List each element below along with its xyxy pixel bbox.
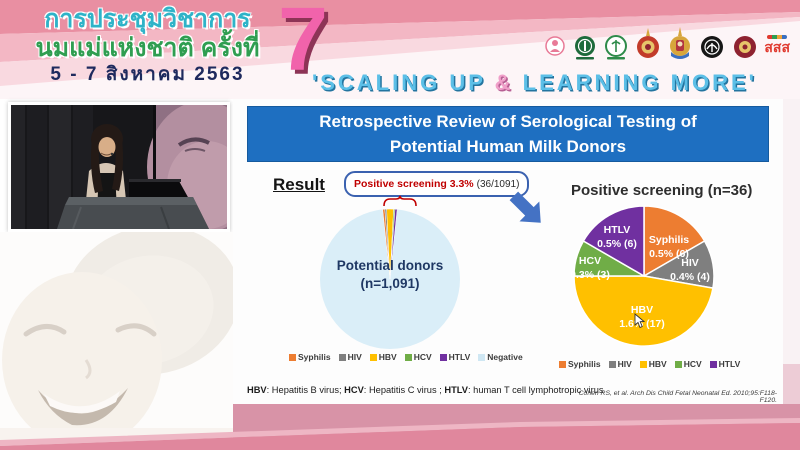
- royal-thai-emblem: [634, 28, 662, 61]
- pie-slice-htlv: [389, 208, 398, 280]
- slice-value-hiv: 0.4% (4): [670, 271, 710, 283]
- legend-item-syphilis: Syphilis: [289, 352, 331, 362]
- frame-strip-pink: [783, 364, 800, 405]
- slide-title-line2: Potential Human Milk Donors: [389, 137, 627, 156]
- presenter-scene: [11, 101, 259, 233]
- slice-label-hiv: HIV: [681, 257, 699, 269]
- legend-label: Syphilis: [568, 359, 601, 369]
- conference-title-line2: นมแม่แห่งชาติ ครั้งที่: [35, 34, 260, 63]
- sss-logo-text: สสส: [764, 38, 790, 55]
- donors-pie-label-line2: (n=1,091): [361, 276, 420, 291]
- presenter-video-feed: [8, 101, 259, 233]
- edition-number: 7: [278, 0, 329, 90]
- legend-label: HCV: [683, 359, 702, 369]
- positive-pie-title: Positive screening (n=36): [571, 182, 753, 199]
- callout-fraction: (36/1091): [476, 178, 520, 190]
- legend-label: HBV: [378, 352, 397, 362]
- bottom-pink-bar: [0, 404, 800, 450]
- thai-health-sss-logo: สสส: [764, 34, 790, 55]
- pie-slice-htlv: [582, 205, 645, 278]
- slide: Retrospective Review of Serological Test…: [233, 99, 783, 405]
- flow-arrow-icon: [509, 191, 541, 223]
- legend-label: HBV: [648, 359, 667, 369]
- callout-brace-icon: [383, 195, 417, 207]
- footnote-def: : Hepatitis B virus;: [266, 385, 345, 395]
- slogan-ampersand: &: [494, 70, 514, 95]
- positive-screening-callout: Positive screening 3.3% (36/1091): [344, 171, 530, 197]
- slice-label-syphilis: Syphilis: [649, 234, 689, 246]
- legend-item-negative: Negative: [478, 352, 523, 362]
- footnote-abbr: HBV: [247, 385, 267, 395]
- slice-value-htlv: 0.5% (6): [597, 238, 637, 250]
- legend-item-htlv: HTLV: [439, 352, 471, 362]
- legend-item-hcv: HCV: [674, 359, 702, 369]
- slice-label-hcv: HCV: [579, 255, 601, 267]
- banner-background: [0, 0, 800, 99]
- legend-label: HIV: [347, 352, 362, 362]
- legend-item-htlv: HTLV: [709, 359, 741, 369]
- footnote-abbr: HTLV: [444, 385, 468, 395]
- footnote-def: : human T cell lymphotropic virus: [467, 385, 604, 395]
- slide-title-bar: Retrospective Review of Serological Test…: [247, 106, 769, 162]
- legend-label: HIV: [617, 359, 632, 369]
- medical-green-seal: [603, 33, 629, 61]
- legend-item-hbv: HBV: [369, 352, 397, 362]
- legend-label: HTLV: [718, 359, 741, 369]
- legend-item-hcv: HCV: [404, 352, 432, 362]
- sss-logo-figures: [767, 34, 788, 39]
- conference-date: 5 - 7 สิงหาคม 2563: [50, 63, 245, 85]
- legend-label: HTLV: [448, 352, 471, 362]
- slice-value-hcv: 0.3% (3): [571, 269, 610, 281]
- conference-title-line1: การประชุมวิชาการ: [44, 5, 251, 33]
- slide-title-line1: Retrospective Review of Serological Test…: [319, 111, 697, 131]
- royal-college-emblem: [667, 27, 693, 61]
- slice-value-syphilis: 0.5% (6): [649, 248, 689, 260]
- legend-item-hiv: HIV: [608, 359, 632, 369]
- laptop: [129, 179, 189, 199]
- legend-label: HCV: [413, 352, 432, 362]
- abbreviation-footnote: HBV: Hepatitis B virus; HCV: Hepatitis C…: [247, 385, 604, 395]
- conference-banner: การประชุมวิชาการ นมแม่แห่งชาติ ครั้งที่ …: [0, 0, 800, 99]
- positive-pie-chart: Syphilis 0.5% (6) HIV 0.4% (4) HBV 1.6% …: [571, 205, 715, 347]
- slice-label-hbv: HBV: [631, 304, 653, 316]
- nursing-council-seal: [731, 33, 759, 61]
- pie-slice-hbv: [573, 275, 714, 347]
- result-heading: Result: [273, 175, 325, 194]
- mouse-cursor: [634, 313, 646, 329]
- legend-item-hbv: HBV: [639, 359, 667, 369]
- slice-value-hbv: 1.6% (17): [619, 318, 665, 330]
- donors-pie-chart: Potential donors (n=1,091): [320, 208, 460, 349]
- footnote-def: : Hepatitis C virus ;: [363, 385, 445, 395]
- legend-item-hiv: HIV: [338, 352, 362, 362]
- organization-logos: สสส: [543, 27, 790, 61]
- breastfeeding-foundation-logo: [543, 33, 567, 61]
- frame-strip-light: [783, 99, 800, 364]
- background-child-photo: [0, 232, 233, 450]
- donors-pie-label-line1: Potential donors: [337, 258, 444, 273]
- donors-legend: Syphilis HIV HBV HCV HTLV Negative: [289, 352, 523, 362]
- legend-label: Negative: [487, 352, 523, 362]
- conference-slogan: 'SCALING UP & LEARNING MORE': [312, 70, 757, 96]
- positive-legend: Syphilis HIV HBV HCV HTLV: [559, 359, 740, 369]
- slogan-text-right: LEARNING MORE': [513, 70, 757, 95]
- slogan-text-left: 'SCALING UP: [312, 70, 495, 95]
- health-department-green-seal: [572, 33, 598, 61]
- conference-title-thai: การประชุมวิชาการ นมแม่แห่งชาติ ครั้งที่ …: [10, 6, 285, 84]
- footnote-abbr: HCV: [344, 385, 364, 395]
- slice-label-htlv: HTLV: [604, 224, 631, 236]
- pie-slice-syphilis: [643, 205, 706, 278]
- pediatric-society-seal: [698, 33, 726, 61]
- legend-label: Syphilis: [298, 352, 331, 362]
- reference-citation: Cohen RS, et al. Arch Dis Child Fetal Ne…: [578, 390, 777, 404]
- callout-highlight: Positive screening 3.3%: [354, 178, 474, 190]
- legend-item-syphilis: Syphilis: [559, 359, 601, 369]
- podium: [57, 197, 209, 230]
